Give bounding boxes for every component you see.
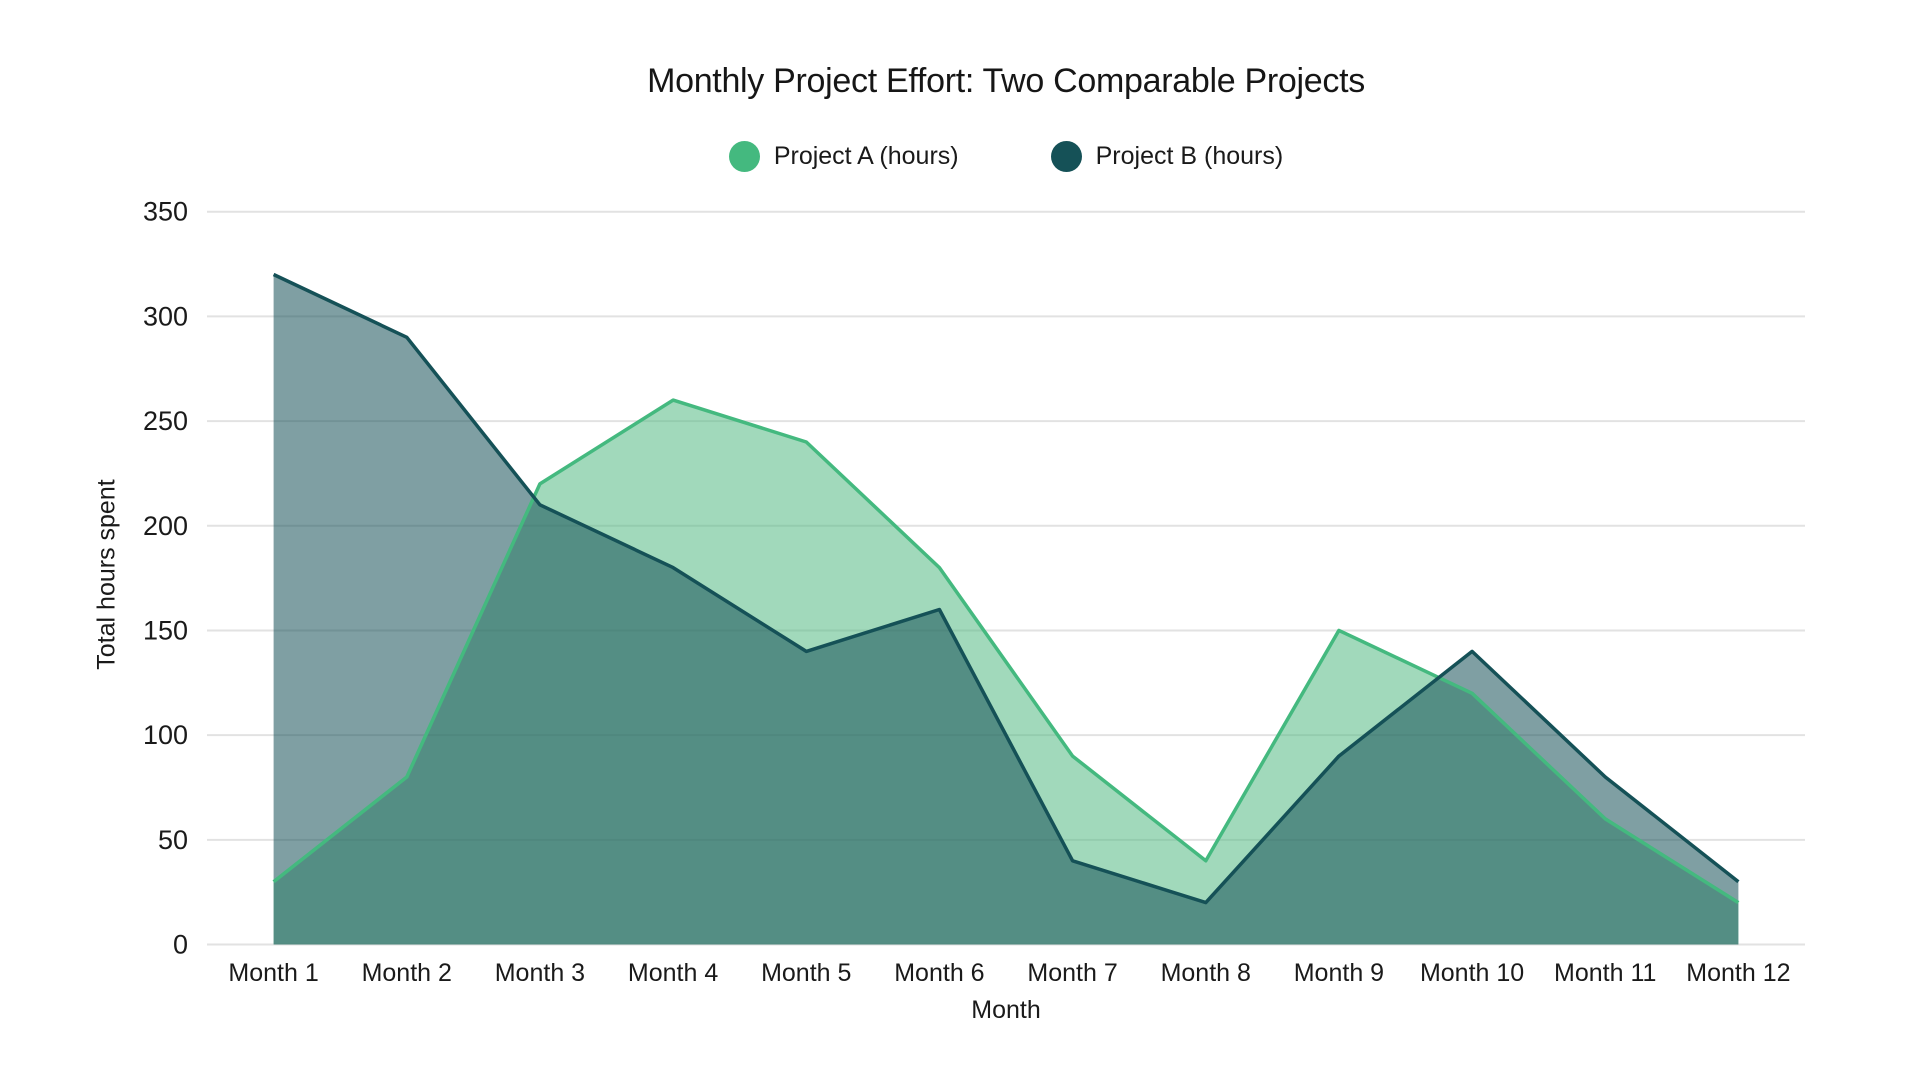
y-tick-label-50: 50 (158, 825, 188, 855)
y-tick-label-300: 300 (143, 301, 188, 331)
x-tick-label-1: Month 1 (228, 959, 318, 987)
x-tick-label-6: Month 6 (894, 959, 984, 987)
chart-title: Monthly Project Effort: Two Comparable P… (647, 62, 1365, 100)
x-axis-title: Month (971, 996, 1041, 1024)
legend-item-project-b[interactable]: Project B (hours) (1050, 141, 1284, 172)
x-tick-label-5: Month 5 (761, 959, 851, 987)
x-tick-label-8: Month 8 (1161, 959, 1251, 987)
x-tick-label-4: Month 4 (628, 959, 718, 987)
x-tick-label-10: Month 10 (1420, 959, 1524, 987)
x-tick-label-12: Month 12 (1686, 959, 1790, 987)
area-line-series-0 (272, 398, 1740, 905)
legend-label-project-b: Project B (hours) (1095, 142, 1284, 170)
y-tick-label-200: 200 (143, 511, 188, 541)
legend-dot-project-a-icon (728, 141, 760, 172)
x-tick-label-11: Month 11 (1554, 959, 1656, 987)
y-tick-label-100: 100 (143, 720, 188, 750)
x-tick-label-7: Month 7 (1027, 959, 1117, 987)
legend: Project A (hours) Project B (hours) (207, 141, 1805, 172)
y-tick-label-150: 150 (143, 615, 188, 645)
legend-dot-project-b-icon (1050, 141, 1082, 172)
legend-item-project-a[interactable]: Project A (hours) (728, 141, 959, 172)
y-tick-label-0: 0 (173, 930, 188, 960)
area-line-series-1 (272, 272, 1740, 905)
y-tick-label-250: 250 (143, 406, 188, 436)
area-fill-series-1 (273, 274, 1739, 945)
y-axis-title: Total hours spent (92, 479, 121, 670)
x-tick-label-9: Month 9 (1294, 959, 1384, 987)
x-tick-label-2: Month 2 (362, 959, 452, 987)
legend-label-project-a: Project A (hours) (773, 142, 959, 170)
x-tick-label-3: Month 3 (495, 959, 585, 987)
y-tick-label-350: 350 (143, 197, 188, 227)
